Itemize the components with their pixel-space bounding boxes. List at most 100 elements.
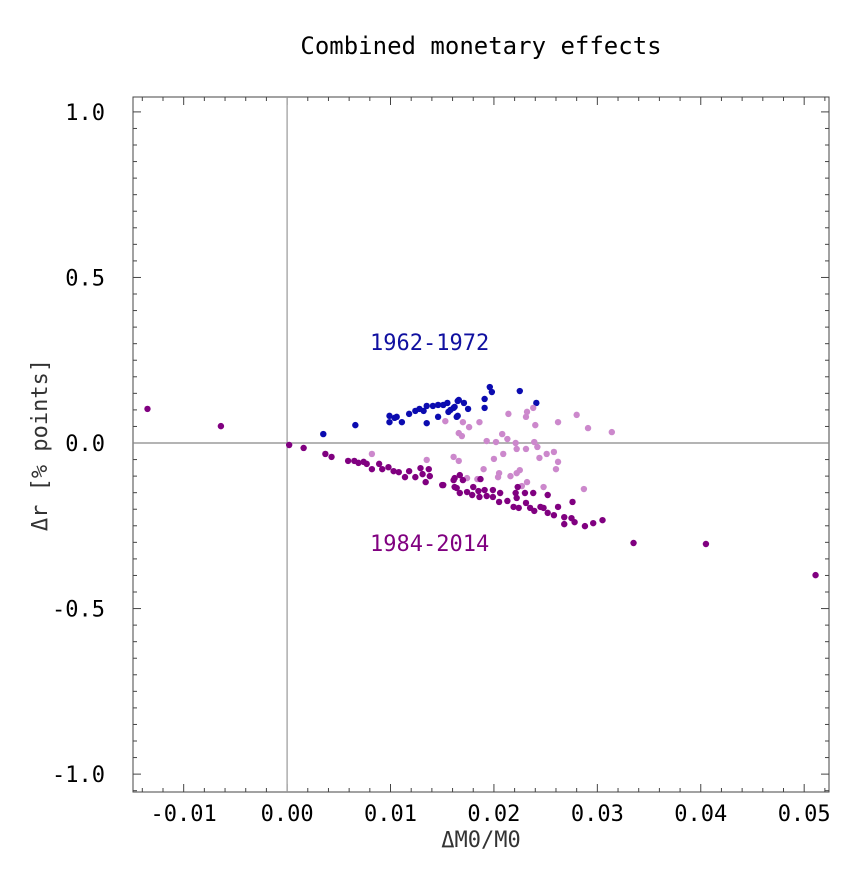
data-point-series-1 — [554, 418, 562, 426]
data-point-series-2 — [456, 471, 463, 479]
chart-title: Combined monetary effects — [300, 32, 661, 60]
data-point-series-0 — [434, 413, 442, 421]
data-point-series-2 — [463, 488, 471, 496]
data-point-series-2 — [483, 492, 490, 500]
data-point-series-2 — [540, 504, 547, 512]
data-point-series-0 — [481, 395, 488, 403]
data-point-series-2 — [812, 571, 819, 579]
x-tick-label: 0.00 — [261, 802, 314, 827]
data-point-series-2 — [561, 520, 568, 528]
data-point-series-0 — [464, 405, 472, 413]
data-point-series-2 — [554, 503, 562, 511]
data-point-series-1 — [500, 450, 507, 458]
data-points — [144, 383, 819, 579]
data-point-series-2 — [419, 470, 426, 478]
data-point-series-1 — [499, 430, 506, 438]
y-axis-label: Δr [% points] — [28, 359, 53, 531]
data-point-series-2 — [489, 486, 497, 494]
data-point-series-2 — [456, 489, 463, 497]
data-point-series-1 — [450, 453, 457, 461]
reference-lines — [133, 97, 829, 792]
data-point-series-2 — [405, 467, 413, 475]
data-point-series-2 — [569, 498, 576, 506]
data-point-series-1 — [573, 411, 580, 419]
data-point-series-1 — [507, 472, 514, 480]
x-tick-label: 0.05 — [778, 802, 831, 827]
data-point-series-0 — [423, 402, 430, 410]
data-point-series-0 — [386, 418, 393, 426]
x-axis-label: ΔM0/M0 — [441, 828, 520, 853]
data-point-series-1 — [543, 450, 550, 458]
data-point-series-1 — [552, 465, 560, 473]
data-point-series-2 — [459, 476, 467, 484]
data-point-series-1 — [512, 439, 519, 447]
data-point-series-2 — [401, 473, 409, 481]
y-tick-label: -1.0 — [52, 763, 105, 788]
data-point-series-1 — [442, 417, 449, 425]
data-point-series-2 — [426, 472, 434, 480]
data-point-series-2 — [375, 460, 383, 468]
data-point-series-0 — [423, 419, 430, 427]
y-tick-label: -0.5 — [52, 598, 105, 623]
data-point-series-0 — [444, 399, 451, 407]
data-point-series-2 — [355, 459, 362, 467]
data-point-series-0 — [454, 412, 461, 420]
data-point-series-2 — [344, 457, 352, 465]
axis-ticks: -0.01 0.00 0.01 0.02 0.03 0.04 0.05 -1.0 -0.5 0.0… — [52, 97, 831, 827]
data-point-series-1 — [492, 438, 500, 446]
data-point-series-2 — [489, 493, 497, 501]
plot-frame — [132, 96, 830, 793]
data-point-series-2 — [390, 467, 397, 475]
x-tick-label: 0.01 — [364, 802, 417, 827]
data-point-series-2 — [530, 489, 537, 497]
data-point-series-2 — [453, 484, 460, 492]
data-point-series-2 — [300, 444, 307, 452]
data-point-series-0 — [533, 399, 540, 407]
data-point-series-1 — [536, 454, 543, 462]
data-point-series-1 — [531, 438, 538, 446]
data-point-series-1 — [458, 432, 466, 440]
data-point-series-0 — [486, 383, 493, 391]
data-point-series-2 — [514, 483, 521, 491]
annotation-1962-1972: 1962-1972 — [370, 331, 489, 356]
data-point-series-1 — [608, 428, 616, 436]
data-point-series-0 — [488, 388, 496, 396]
data-point-series-2 — [513, 494, 520, 502]
data-point-series-2 — [469, 491, 476, 499]
data-point-series-2 — [144, 405, 151, 413]
data-point-series-2 — [379, 465, 386, 473]
data-point-series-1 — [483, 437, 490, 445]
data-point-series-1 — [513, 445, 520, 453]
data-point-series-2 — [363, 460, 370, 468]
data-point-series-0 — [398, 418, 406, 426]
data-point-series-2 — [581, 522, 589, 530]
data-point-series-0 — [516, 387, 523, 395]
data-point-series-2 — [385, 463, 392, 471]
annotation-1984-2014: 1984-2014 — [370, 532, 489, 557]
data-point-series-2 — [476, 493, 483, 501]
data-point-series-2 — [417, 464, 424, 472]
data-point-series-2 — [561, 513, 568, 521]
data-point-series-2 — [496, 489, 504, 497]
data-point-series-2 — [515, 504, 522, 512]
data-point-series-2 — [590, 519, 597, 527]
data-point-series-1 — [423, 456, 430, 464]
data-point-series-2 — [550, 511, 558, 519]
data-point-series-1 — [494, 473, 502, 481]
data-point-series-2 — [481, 486, 488, 494]
data-point-series-2 — [368, 465, 376, 473]
data-point-series-2 — [477, 475, 484, 483]
x-tick-label: 0.02 — [467, 802, 520, 827]
y-tick-label: 0.0 — [65, 432, 105, 457]
data-point-series-1 — [554, 458, 562, 466]
data-point-series-0 — [386, 412, 393, 420]
data-point-series-2 — [512, 489, 519, 497]
data-point-series-2 — [544, 491, 551, 499]
data-point-series-1 — [584, 424, 592, 432]
data-point-series-1 — [522, 445, 530, 453]
data-point-series-0 — [447, 406, 454, 414]
data-point-series-2 — [599, 516, 606, 524]
data-point-series-1 — [455, 457, 462, 465]
data-point-series-2 — [425, 465, 432, 473]
data-point-series-0 — [420, 407, 427, 415]
